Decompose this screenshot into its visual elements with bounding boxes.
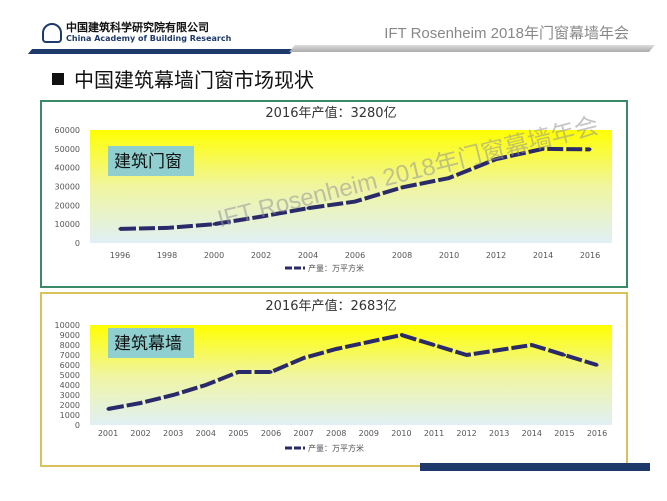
x-tick-label: 2009 <box>359 429 379 438</box>
x-tick-label: 2004 <box>298 251 318 260</box>
x-tick-label: 2012 <box>486 251 506 260</box>
x-tick-label: 2007 <box>293 429 313 438</box>
data-point <box>171 393 175 397</box>
x-tick-label: 2004 <box>196 429 216 438</box>
data-point <box>367 340 371 344</box>
data-point <box>494 157 498 161</box>
bullet-icon <box>52 72 64 85</box>
x-tick-label: 2006 <box>261 429 281 438</box>
data-point <box>465 353 469 357</box>
x-tick-label: 2016 <box>580 251 600 260</box>
y-tick-label: 20000 <box>55 201 80 210</box>
legend-label: 产量：万平方米 <box>308 263 364 273</box>
data-point <box>530 343 534 347</box>
x-tick-label: 2002 <box>251 251 271 260</box>
y-tick-label: 3000 <box>60 391 80 400</box>
data-point <box>204 383 208 387</box>
y-tick-label: 1000 <box>60 411 80 420</box>
y-tick-label: 7000 <box>60 351 80 360</box>
x-tick-label: 2014 <box>533 251 553 260</box>
x-tick-label: 2014 <box>522 429 542 438</box>
data-point <box>212 222 216 226</box>
y-tick-label: 10000 <box>55 321 80 330</box>
logo-emblem-icon <box>42 22 62 43</box>
data-point <box>139 401 143 405</box>
y-tick-label: 2000 <box>60 401 80 410</box>
page-title-text: 中国建筑幕墙门窗市场现状 <box>74 68 314 92</box>
series-line <box>107 332 598 411</box>
x-tick-label: 2016 <box>587 429 607 438</box>
data-point <box>236 370 240 374</box>
chart-frame-curtainwall <box>40 292 628 467</box>
x-tick-label: 2012 <box>456 429 476 438</box>
data-point <box>353 200 357 204</box>
y-tick-label: 5000 <box>60 371 80 380</box>
org-name-cn: 中国建筑科学研究院有限公司 <box>66 21 209 34</box>
y-tick-label: 6000 <box>60 361 80 370</box>
x-tick-label: 2008 <box>326 429 346 438</box>
data-point <box>541 147 545 151</box>
x-tick-label: 1996 <box>110 251 130 260</box>
data-point <box>269 370 273 374</box>
series-label-box <box>108 328 194 358</box>
x-tick-label: 2002 <box>130 429 150 438</box>
data-point <box>165 226 169 230</box>
x-tick-label: 2015 <box>554 429 574 438</box>
decorative-strip <box>420 463 650 471</box>
data-point <box>497 348 501 352</box>
data-point <box>118 227 122 231</box>
data-point <box>432 343 436 347</box>
legend-label: 产量：万平方米 <box>308 443 364 453</box>
data-point <box>399 333 403 337</box>
data-point <box>302 356 306 360</box>
x-tick-label: 2011 <box>424 429 444 438</box>
y-tick-label: 0 <box>75 239 80 248</box>
y-tick-label: 9000 <box>60 331 80 340</box>
series-label: 建筑幕墙 <box>114 334 182 354</box>
x-tick-label: 2013 <box>489 429 509 438</box>
x-tick-label: 2010 <box>391 429 411 438</box>
chart-frame-windows <box>40 100 628 288</box>
data-point <box>400 185 404 189</box>
data-point <box>106 407 110 411</box>
data-point <box>595 363 599 367</box>
x-tick-label: 2010 <box>439 251 459 260</box>
page-title: 中国建筑幕墙门窗市场现状 <box>52 64 314 93</box>
y-tick-label: 10000 <box>55 220 80 229</box>
data-point <box>306 206 310 210</box>
chart-title: 2016年产值：3280亿 <box>265 105 396 121</box>
y-tick-label: 8000 <box>60 341 80 350</box>
x-tick-label: 2008 <box>392 251 412 260</box>
data-point <box>259 215 263 219</box>
chart-title: 2016年产值：2683亿 <box>265 298 396 314</box>
data-point <box>334 347 338 351</box>
y-tick-label: 40000 <box>55 164 80 173</box>
y-tick-label: 50000 <box>55 145 80 154</box>
data-point <box>588 147 592 151</box>
x-tick-label: 2005 <box>228 429 248 438</box>
y-tick-label: 30000 <box>55 183 80 192</box>
series-label-box <box>108 146 194 176</box>
y-tick-label: 4000 <box>60 381 80 390</box>
x-tick-label: 2000 <box>204 251 224 260</box>
series-label: 建筑门窗 <box>114 152 182 172</box>
y-tick-label: 0 <box>75 421 80 430</box>
x-tick-label: 2001 <box>98 429 118 438</box>
data-point <box>562 353 566 357</box>
logo: 中国建筑科学研究院有限公司 China Academy of Building … <box>42 22 231 43</box>
x-tick-label: 2003 <box>163 429 183 438</box>
x-tick-label: 1998 <box>157 251 177 260</box>
conference-title: IFT Rosenheim 2018年门窗幕墙年会 <box>384 25 629 42</box>
org-name-en: China Academy of Building Research <box>66 34 232 43</box>
x-tick-label: 2006 <box>345 251 365 260</box>
data-point <box>447 176 451 180</box>
y-tick-label: 60000 <box>55 126 80 135</box>
